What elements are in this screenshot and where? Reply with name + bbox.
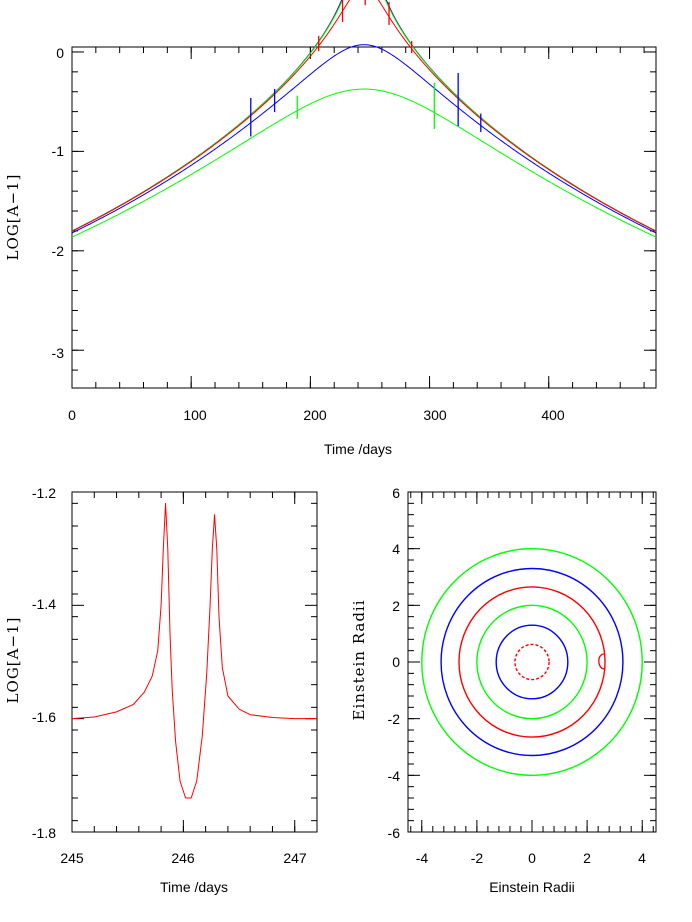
x-tick-label: 0: [68, 407, 76, 423]
y-tick-label: -2: [52, 243, 65, 259]
source-track-circle-6: [514, 643, 550, 681]
y-tick-label: -3: [52, 345, 65, 361]
series-line-1: [71, 0, 657, 232]
x-tick-label: 100: [183, 407, 207, 423]
y-axis-title: Einstein Radii: [350, 599, 368, 720]
y-tick-label: 2: [392, 598, 400, 614]
source-track-circle-2: [440, 567, 624, 757]
series-line-4: [71, 0, 657, 232]
y-tick-labels: 6 4 2 0 -2 -4 -6: [388, 485, 401, 841]
trajectory-bump: [598, 653, 605, 670]
y-tick-label: 0: [56, 45, 64, 61]
y-tick-label: 6: [392, 485, 400, 501]
series-line-2: [71, 0, 657, 232]
x-tick-labels: -4 -2 0 2 4: [416, 850, 646, 866]
source-trajectory-panel: -4 -2 0 2 4 6 4 2 0 -2 -4 -6 Einstein Ra…: [350, 485, 657, 895]
x-tick-label: 400: [541, 407, 565, 423]
series-line-5: [71, 44, 657, 234]
x-tick-label: 247: [283, 850, 307, 866]
x-tick-labels: 245 246 247: [60, 850, 307, 866]
x-tick-labels: 0 100 200 300 400: [68, 407, 565, 423]
x-tick-label: 245: [60, 850, 84, 866]
plot-frame: [407, 491, 657, 833]
series-line-6: [71, 88, 657, 238]
axis-ticks: [71, 491, 318, 833]
y-tick-label: -2: [388, 711, 401, 727]
y-tick-labels: 0 -1 -2 -3: [52, 45, 65, 361]
y-tick-label: 4: [392, 541, 400, 557]
y-tick-label: -1.8: [32, 825, 56, 841]
y-tick-label: -1.2: [32, 485, 56, 501]
source-track-circle-1: [421, 547, 643, 777]
y-axis-title: LOG[A−1]: [4, 174, 22, 261]
x-tick-label: 0: [528, 850, 536, 866]
circle-group: [421, 547, 643, 777]
x-tick-label: 246: [171, 850, 195, 866]
x-tick-label: -2: [471, 850, 484, 866]
series-line-3: [71, 0, 657, 232]
x-tick-label: 4: [638, 850, 646, 866]
x-tick-label: 200: [303, 407, 327, 423]
series-group: [71, 502, 317, 799]
series-group: [71, 0, 657, 238]
plot-frame: [71, 46, 657, 389]
y-tick-label: -6: [388, 825, 401, 841]
x-axis-title: Time /days: [160, 879, 228, 895]
axis-ticks: [408, 491, 656, 833]
y-tick-label: 0: [392, 654, 400, 670]
source-track-circle-5: [495, 624, 569, 700]
x-axis-title: Time /days: [324, 441, 392, 457]
y-axis-title: LOG[A−1]: [4, 617, 22, 704]
zoom-light-curve-panel: 245 246 247 -1.2 -1.4 -1.6 -1.8 Time /da…: [4, 485, 318, 895]
source-track-circle-3: [458, 586, 606, 738]
x-tick-label: 300: [423, 407, 447, 423]
axis-ticks: [71, 47, 656, 388]
source-track-circle-4: [476, 604, 588, 720]
x-axis-title: Einstein Radii: [489, 879, 575, 895]
x-tick-label: -4: [416, 850, 429, 866]
y-tick-labels: -1.2 -1.4 -1.6 -1.8: [32, 485, 56, 841]
y-tick-label: -1.6: [32, 709, 56, 725]
light-curves-panel: 0 100 200 300 400 0 -1 -2 -3 Time /days …: [4, 0, 657, 457]
y-tick-label: -4: [388, 768, 401, 784]
plot-frame: [71, 491, 318, 833]
y-tick-label: -1: [52, 143, 65, 159]
x-tick-label: 2: [583, 850, 591, 866]
zoom-series-line: [71, 502, 317, 799]
y-tick-label: -1.4: [32, 596, 56, 612]
